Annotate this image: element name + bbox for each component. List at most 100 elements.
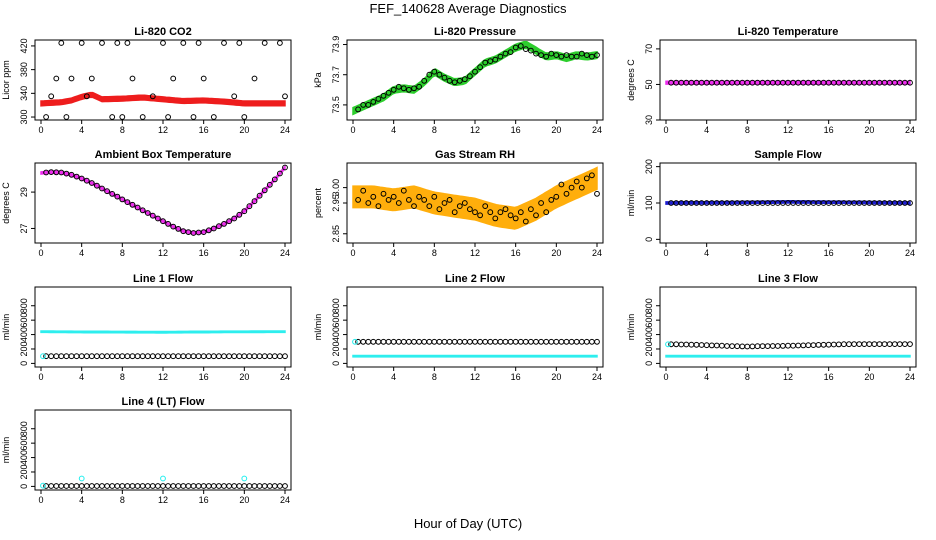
data-point (492, 215, 499, 222)
data-point (375, 203, 382, 210)
data-point (43, 114, 49, 120)
data-point (216, 483, 222, 489)
data-point (94, 483, 100, 489)
data-point (210, 483, 217, 489)
data-point (99, 185, 105, 192)
panel-title: Ambient Box Temperature (95, 149, 232, 161)
data-point (271, 176, 278, 183)
data-point (395, 83, 402, 90)
data-point (94, 353, 100, 360)
data-point (764, 343, 771, 350)
series-band (352, 41, 598, 116)
y-tick-label: 200 (331, 341, 341, 356)
data-point (261, 353, 268, 360)
data-point (678, 341, 685, 348)
y-axis-label: ml/min (626, 190, 636, 217)
data-point (236, 483, 243, 489)
x-tick-label: 24 (280, 125, 290, 135)
data-point (548, 338, 555, 345)
data-point (431, 338, 438, 345)
x-tick-label: 24 (905, 372, 915, 382)
data-point (216, 223, 222, 230)
data-point (446, 197, 453, 203)
y-axis-label: degrees C (626, 59, 636, 101)
data-point (200, 483, 207, 489)
data-point (134, 483, 141, 489)
data-point (467, 206, 473, 213)
data-point (512, 338, 519, 345)
data-point (815, 342, 822, 348)
data-point (185, 353, 192, 360)
data-point (114, 193, 121, 200)
data-point (461, 76, 468, 83)
data-point (708, 342, 715, 349)
y-tick-label: 400 (19, 327, 29, 342)
y-axis-label: degrees C (1, 182, 11, 224)
data-point (441, 338, 448, 345)
data-point (713, 342, 720, 349)
data-point (160, 40, 166, 46)
data-point (406, 338, 412, 345)
data-point (210, 114, 217, 120)
series-band (352, 166, 598, 230)
data-point (365, 102, 372, 108)
data-point (426, 71, 433, 78)
data-point (538, 338, 544, 345)
data-point (165, 353, 172, 360)
data-point (205, 353, 212, 360)
data-point (236, 40, 243, 46)
data-point (370, 99, 377, 105)
data-point (63, 170, 70, 177)
data-point (477, 338, 484, 345)
data-point (568, 184, 575, 191)
data-point (282, 93, 288, 100)
data-point (365, 200, 372, 206)
data-point (190, 353, 197, 360)
x-tick-label: 0 (663, 125, 668, 135)
y-tick-label: 400 (19, 450, 29, 465)
data-point (456, 77, 463, 84)
data-point (856, 341, 863, 348)
y-tick-label: 73.9 (331, 36, 341, 54)
x-tick-label: 16 (511, 372, 521, 382)
data-point (94, 182, 100, 189)
data-point (896, 341, 903, 348)
x-tick-label: 12 (158, 372, 168, 382)
data-point (502, 50, 509, 57)
data-point (739, 343, 746, 350)
data-point (124, 353, 131, 360)
x-tick-label: 24 (905, 125, 915, 135)
x-tick-label: 16 (824, 248, 834, 258)
x-tick-label: 16 (199, 372, 209, 382)
data-point (835, 341, 842, 348)
data-point (907, 341, 913, 348)
data-point (241, 208, 248, 215)
data-point (411, 203, 417, 210)
x-tick-label: 24 (592, 248, 602, 258)
data-point (251, 483, 258, 489)
y-tick-label: 29 (19, 187, 29, 197)
x-tick-label: 8 (120, 495, 125, 505)
data-point (88, 483, 95, 489)
data-point (451, 338, 458, 345)
data-point (553, 52, 560, 58)
data-point (871, 341, 878, 348)
data-point (221, 40, 227, 46)
data-point (594, 52, 600, 58)
y-tick-label: 420 (19, 38, 29, 53)
x-tick-label: 24 (592, 125, 602, 135)
data-point (517, 43, 524, 49)
panel-7: Line 1 Flow ml/min 0 4 8 12 16 20 24 0 20040060080… (1, 273, 292, 382)
data-point (129, 201, 136, 208)
data-point (578, 50, 585, 57)
panel-title: Sample Flow (754, 149, 822, 161)
data-point (114, 483, 121, 489)
data-point (134, 204, 141, 211)
data-point (497, 338, 504, 345)
x-tick-label: 8 (745, 372, 750, 382)
x-tick-label: 4 (704, 372, 709, 382)
data-point (277, 170, 283, 177)
data-point (271, 353, 278, 360)
x-tick-label: 16 (199, 495, 209, 505)
data-point (477, 64, 484, 71)
